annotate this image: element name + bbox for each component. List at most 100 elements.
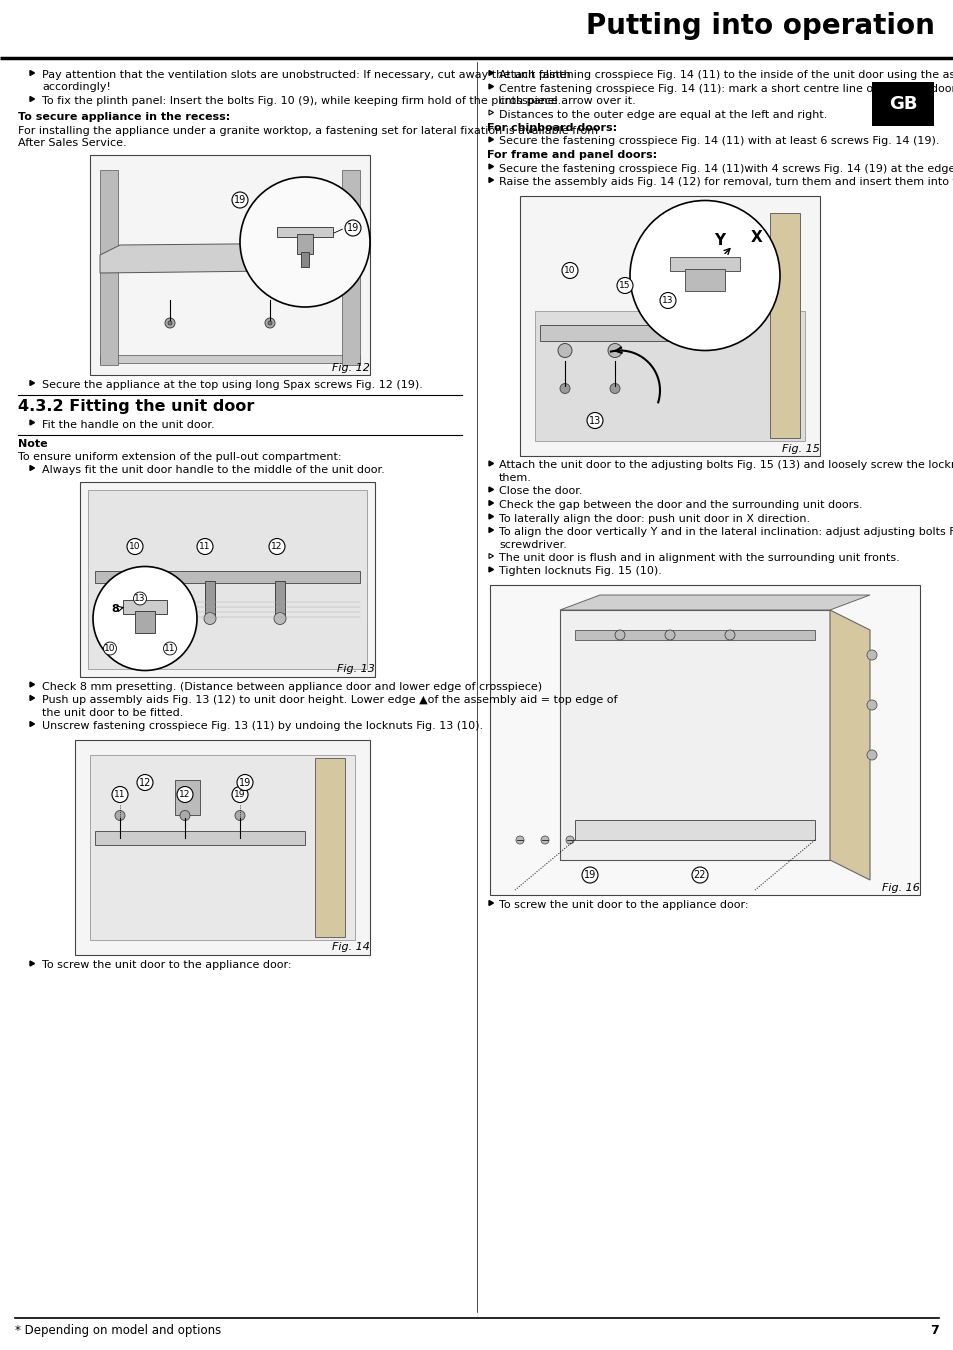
Text: Fig. 12: Fig. 12: [332, 363, 370, 373]
Polygon shape: [30, 721, 34, 726]
Polygon shape: [489, 514, 493, 518]
Text: GB: GB: [888, 95, 916, 113]
Circle shape: [236, 775, 253, 791]
Circle shape: [629, 201, 780, 351]
Text: To secure appliance in the recess:: To secure appliance in the recess:: [18, 112, 230, 123]
Circle shape: [265, 319, 274, 328]
Circle shape: [137, 775, 152, 791]
Polygon shape: [30, 96, 34, 101]
Polygon shape: [489, 109, 493, 115]
Text: The unit door is flush and in alignment with the surrounding unit fronts.: The unit door is flush and in alignment …: [498, 554, 899, 563]
Circle shape: [691, 867, 707, 883]
Bar: [769, 212, 800, 437]
Text: Tighten locknuts Fig. 15 (10).: Tighten locknuts Fig. 15 (10).: [498, 567, 661, 576]
Text: Centre fastening crosspiece Fig. 14 (11): mark a short centre line on the unit d: Centre fastening crosspiece Fig. 14 (11)…: [498, 84, 953, 93]
Polygon shape: [489, 567, 493, 572]
Polygon shape: [30, 70, 34, 76]
Circle shape: [345, 220, 360, 236]
Polygon shape: [489, 70, 493, 76]
Bar: [669, 256, 740, 270]
Text: Push up assembly aids Fig. 13 (12) to unit door height. Lower edge ▲of the assem: Push up assembly aids Fig. 13 (12) to un…: [42, 695, 617, 705]
Bar: [90, 155, 370, 375]
Text: 15: 15: [618, 281, 630, 290]
Text: To ensure uniform extension of the pull-out compartment:: To ensure uniform extension of the pull-…: [18, 451, 341, 462]
Bar: [519, 196, 820, 455]
Circle shape: [196, 539, 213, 555]
Polygon shape: [30, 420, 34, 425]
Bar: [123, 599, 167, 613]
Bar: [684, 269, 724, 290]
Polygon shape: [559, 610, 829, 860]
Text: To screw the unit door to the appliance door:: To screw the unit door to the appliance …: [42, 960, 292, 971]
Polygon shape: [30, 961, 34, 967]
Text: Unscrew fastening crosspiece Fig. 13 (11) by undoing the locknuts Fig. 13 (10).: Unscrew fastening crosspiece Fig. 13 (11…: [42, 721, 482, 730]
Circle shape: [516, 836, 523, 844]
Polygon shape: [489, 136, 493, 142]
Bar: [95, 830, 305, 845]
Text: Always fit the unit door handle to the middle of the unit door.: Always fit the unit door handle to the m…: [42, 464, 384, 475]
Circle shape: [232, 192, 248, 208]
Text: To screw the unit door to the appliance door:: To screw the unit door to the appliance …: [498, 900, 748, 910]
Circle shape: [268, 321, 272, 325]
Bar: [296, 234, 313, 254]
Text: Putting into operation: Putting into operation: [585, 12, 934, 40]
Text: 13: 13: [134, 594, 146, 603]
Bar: [539, 324, 740, 340]
Text: Distances to the outer edge are equal at the left and right.: Distances to the outer edge are equal at…: [498, 109, 826, 120]
Polygon shape: [30, 695, 34, 701]
Text: For frame and panel doors:: For frame and panel doors:: [486, 150, 657, 161]
Bar: [174, 779, 200, 814]
Circle shape: [112, 787, 128, 802]
Text: crosspiece arrow over it.: crosspiece arrow over it.: [498, 96, 635, 107]
Polygon shape: [489, 460, 493, 466]
Text: * Depending on model and options: * Depending on model and options: [15, 1324, 221, 1336]
Polygon shape: [489, 84, 493, 89]
Circle shape: [274, 613, 286, 625]
Circle shape: [165, 319, 174, 328]
Circle shape: [115, 810, 125, 821]
Circle shape: [866, 649, 876, 660]
Polygon shape: [30, 381, 34, 386]
Text: 12: 12: [179, 790, 191, 799]
Text: 10: 10: [104, 644, 115, 653]
Circle shape: [609, 383, 619, 393]
Text: Secure the appliance at the top using long Spax screws Fig. 12 (19).: Secure the appliance at the top using lo…: [42, 379, 422, 390]
Text: X: X: [750, 230, 762, 244]
Text: Check 8 mm presetting. (Distance between appliance door and lower edge of crossp: Check 8 mm presetting. (Distance between…: [42, 682, 541, 691]
Polygon shape: [489, 554, 493, 559]
Polygon shape: [30, 682, 34, 687]
Bar: [575, 630, 814, 640]
Text: them.: them.: [498, 472, 532, 483]
Text: screwdriver.: screwdriver.: [498, 540, 566, 549]
Polygon shape: [489, 487, 493, 491]
Text: To align the door vertically Y and in the lateral inclination: adjust adjusting : To align the door vertically Y and in th…: [498, 526, 953, 537]
Polygon shape: [489, 900, 493, 906]
Text: 13: 13: [661, 296, 673, 305]
Circle shape: [866, 751, 876, 760]
Text: To fix the plinth panel: Insert the bolts Fig. 10 (9), while keeping firm hold o: To fix the plinth panel: Insert the bolt…: [42, 96, 560, 107]
Text: For installing the appliance under a granite worktop, a fastening set for latera: For installing the appliance under a gra…: [18, 126, 598, 136]
Circle shape: [558, 343, 572, 358]
Text: 10: 10: [129, 541, 141, 551]
Bar: [871, 82, 933, 126]
Circle shape: [724, 630, 734, 640]
Circle shape: [615, 630, 624, 640]
Text: 19: 19: [583, 869, 596, 880]
Polygon shape: [489, 163, 493, 169]
Bar: [276, 227, 333, 238]
Bar: [274, 580, 285, 617]
Text: Check the gap between the door and the surrounding unit doors.: Check the gap between the door and the s…: [498, 500, 862, 510]
Text: Fig. 16: Fig. 16: [882, 883, 919, 892]
Text: 8: 8: [111, 603, 119, 613]
Text: 12: 12: [139, 778, 151, 787]
Bar: [575, 819, 814, 840]
Text: Y: Y: [714, 234, 725, 248]
Circle shape: [561, 262, 578, 278]
Text: Fig. 14: Fig. 14: [332, 942, 370, 953]
Text: For chipboard doors:: For chipboard doors:: [486, 123, 617, 134]
Circle shape: [540, 836, 548, 844]
Bar: [535, 310, 804, 440]
Circle shape: [559, 383, 569, 393]
Bar: [95, 571, 359, 582]
Circle shape: [232, 787, 248, 802]
